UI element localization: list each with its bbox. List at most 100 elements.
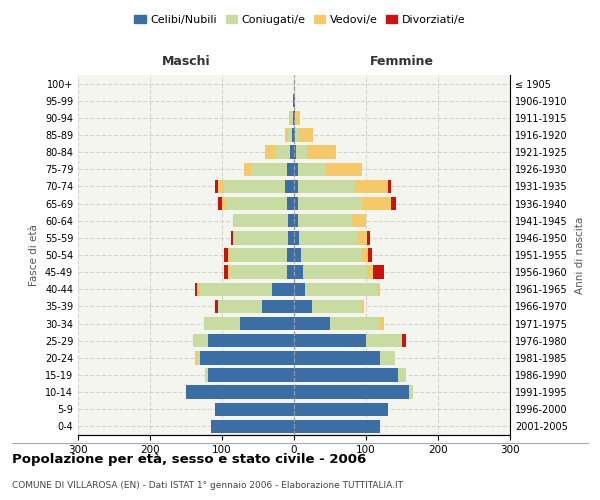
Bar	[295, 111, 296, 124]
Bar	[265, 146, 276, 159]
Bar	[380, 351, 395, 364]
Bar	[362, 248, 368, 262]
Bar	[272, 282, 294, 296]
Bar	[294, 111, 295, 124]
Bar	[284, 128, 288, 141]
Bar	[294, 128, 295, 141]
Bar	[296, 111, 300, 124]
Bar	[294, 266, 302, 279]
Bar	[288, 214, 294, 228]
Bar	[218, 300, 262, 313]
Bar	[391, 197, 396, 210]
Bar	[294, 282, 305, 296]
Bar	[240, 317, 294, 330]
Bar	[409, 386, 413, 399]
Bar	[218, 180, 224, 193]
Bar	[302, 266, 367, 279]
Bar	[293, 111, 294, 124]
Bar	[292, 128, 294, 141]
Bar	[294, 162, 298, 176]
Bar	[233, 231, 234, 244]
Bar	[211, 420, 294, 433]
Bar	[224, 180, 286, 193]
Bar	[299, 128, 313, 141]
Bar	[294, 351, 380, 364]
Bar	[287, 266, 294, 279]
Bar	[294, 231, 299, 244]
Bar	[251, 162, 287, 176]
Bar	[305, 282, 377, 296]
Bar	[287, 248, 294, 262]
Bar	[222, 197, 226, 210]
Bar	[330, 317, 380, 330]
Bar	[228, 248, 229, 262]
Bar	[233, 214, 234, 228]
Text: Femmine: Femmine	[370, 55, 434, 68]
Bar	[294, 420, 380, 433]
Bar	[197, 351, 200, 364]
Y-axis label: Anni di nascita: Anni di nascita	[575, 216, 584, 294]
Bar	[299, 231, 356, 244]
Bar	[294, 94, 295, 108]
Bar	[288, 128, 292, 141]
Bar	[298, 214, 352, 228]
Bar	[362, 300, 364, 313]
Bar	[296, 146, 307, 159]
Bar	[208, 368, 294, 382]
Bar	[218, 197, 222, 210]
Bar	[287, 162, 294, 176]
Bar	[367, 231, 370, 244]
Bar	[230, 231, 233, 244]
Bar	[234, 214, 288, 228]
Bar	[234, 231, 288, 244]
Bar	[290, 146, 294, 159]
Bar	[368, 248, 372, 262]
Bar	[215, 180, 218, 193]
Bar	[229, 248, 287, 262]
Bar	[356, 231, 367, 244]
Y-axis label: Fasce di età: Fasce di età	[29, 224, 39, 286]
Bar	[352, 214, 366, 228]
Bar	[294, 146, 296, 159]
Bar	[294, 214, 298, 228]
Bar	[289, 111, 290, 124]
Bar	[301, 248, 362, 262]
Bar	[200, 351, 294, 364]
Bar	[290, 111, 293, 124]
Text: Popolazione per età, sesso e stato civile - 2006: Popolazione per età, sesso e stato civil…	[12, 452, 366, 466]
Bar	[402, 334, 406, 347]
Legend: Celibi/Nubili, Coniugati/e, Vedovi/e, Divorziati/e: Celibi/Nubili, Coniugati/e, Vedovi/e, Di…	[130, 10, 470, 29]
Bar	[294, 300, 312, 313]
Bar	[294, 248, 301, 262]
Bar	[204, 317, 240, 330]
Bar	[294, 402, 388, 416]
Text: COMUNE DI VILLAROSA (EN) - Dati ISTAT 1° gennaio 2006 - Elaborazione TUTTITALIA.: COMUNE DI VILLAROSA (EN) - Dati ISTAT 1°…	[12, 480, 403, 490]
Bar	[312, 300, 362, 313]
Bar	[294, 180, 298, 193]
Bar	[294, 386, 409, 399]
Bar	[262, 300, 294, 313]
Bar	[286, 180, 294, 193]
Bar	[224, 248, 228, 262]
Bar	[194, 351, 197, 364]
Bar	[200, 282, 272, 296]
Bar	[294, 317, 330, 330]
Bar	[276, 146, 290, 159]
Bar	[215, 402, 294, 416]
Bar	[244, 162, 251, 176]
Bar	[367, 266, 373, 279]
Bar	[298, 197, 362, 210]
Bar	[293, 94, 294, 108]
Bar	[362, 197, 391, 210]
Bar	[228, 266, 229, 279]
Bar	[355, 180, 388, 193]
Bar	[294, 334, 366, 347]
Bar	[193, 334, 208, 347]
Text: Maschi: Maschi	[161, 55, 211, 68]
Bar	[398, 368, 406, 382]
Bar	[208, 334, 294, 347]
Bar	[380, 317, 384, 330]
Bar	[295, 128, 299, 141]
Bar	[288, 231, 294, 244]
Bar	[287, 197, 294, 210]
